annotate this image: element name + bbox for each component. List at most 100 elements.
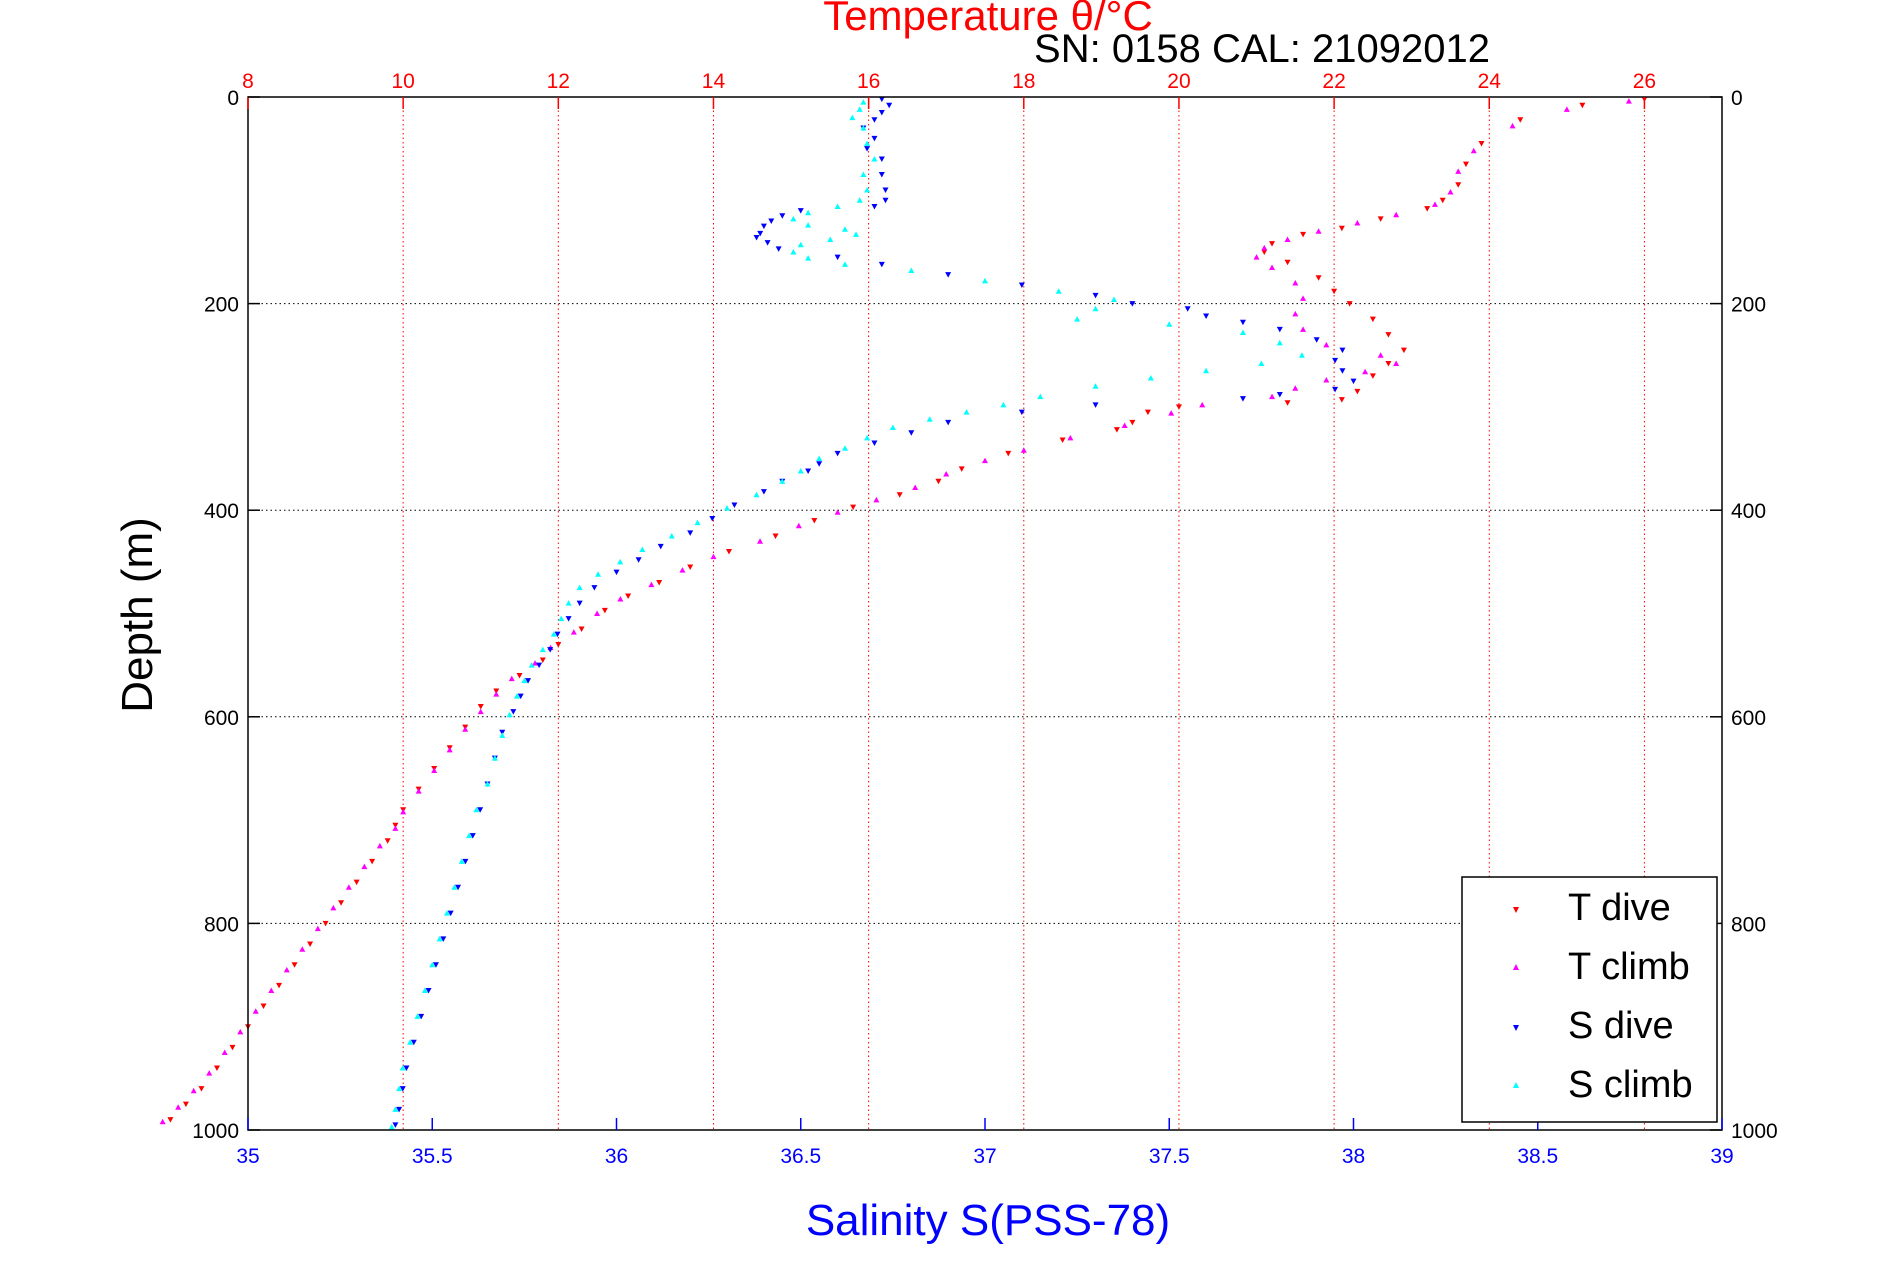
data-point-s-dive (1276, 392, 1283, 398)
data-point-s-dive (536, 662, 543, 669)
data-point-s-climb (797, 467, 804, 474)
data-point-s-climb (414, 1013, 421, 1019)
x-top-tick-label: 18 (1012, 70, 1035, 93)
data-point-s-climb (797, 241, 804, 248)
data-point-s-dive (779, 213, 786, 219)
data-point-s-climb (388, 1123, 395, 1130)
data-point-s-dive (768, 218, 775, 224)
legend-marker-s-climb (1513, 1082, 1519, 1088)
data-point-t-climb (834, 509, 841, 515)
series-t-dive (167, 96, 1648, 1123)
data-point-s-dive (760, 489, 767, 495)
legend-marker-s-dive (1513, 1025, 1519, 1031)
data-point-s-climb (871, 155, 878, 162)
data-point-s-dive (1184, 306, 1191, 312)
data-point-t-dive (539, 657, 546, 663)
data-point-s-dive (757, 230, 764, 237)
data-point-s-climb (466, 832, 473, 839)
data-point-s-climb (506, 711, 513, 718)
data-point-s-climb (1055, 288, 1062, 294)
data-point-t-dive (353, 879, 360, 886)
data-point-t-dive (1129, 419, 1136, 426)
data-point-t-climb (1377, 352, 1384, 358)
data-point-s-climb (1037, 393, 1044, 400)
data-point-s-dive (1339, 368, 1346, 374)
data-point-s-climb (805, 222, 812, 228)
data-point-t-climb (493, 691, 500, 697)
data-point-t-dive (656, 580, 663, 586)
legend-item-s-dive: S dive (1513, 1005, 1674, 1047)
data-point-t-climb (1315, 228, 1322, 234)
data-point-t-climb (252, 1008, 259, 1014)
data-point-t-dive (322, 920, 329, 927)
data-point-t-climb (330, 904, 337, 911)
data-point-s-climb (550, 631, 557, 637)
data-point-t-dive (1385, 332, 1392, 338)
data-point-s-dive (871, 440, 878, 447)
data-point-t-dive (276, 982, 283, 989)
data-point-s-climb (827, 236, 834, 243)
data-point-s-dive (709, 515, 716, 522)
data-point-t-climb (1269, 393, 1276, 400)
data-point-t-climb (873, 496, 880, 503)
data-point-s-dive (613, 569, 620, 576)
data-point-t-climb (982, 457, 988, 464)
data-point-t-climb (1509, 122, 1516, 129)
data-point-t-climb (237, 1028, 244, 1035)
data-point-t-climb (1253, 254, 1260, 260)
data-point-t-climb (757, 538, 764, 544)
data-point-s-climb (1074, 316, 1081, 322)
data-point-s-climb (429, 961, 436, 968)
x-bottom-tick-label: 38 (1342, 1145, 1365, 1168)
data-point-s-climb (860, 171, 867, 177)
x-top-tick-label: 14 (702, 70, 726, 93)
data-point-s-climb (1298, 352, 1305, 358)
data-point-s-climb (617, 558, 624, 565)
data-point-s-dive (878, 96, 885, 103)
data-point-s-dive (462, 858, 469, 865)
data-point-s-dive (775, 246, 782, 252)
data-point-s-climb (982, 277, 988, 284)
data-point-s-dive (871, 203, 878, 210)
data-point-t-dive (1315, 275, 1322, 281)
data-point-t-dive (1369, 373, 1376, 379)
data-point-t-dive (1175, 404, 1182, 410)
data-point-t-climb (1323, 341, 1330, 348)
data-point-s-climb (856, 106, 863, 112)
data-point-t-dive (1478, 140, 1485, 147)
data-point-s-dive (882, 197, 889, 204)
data-point-t-dive (167, 1117, 174, 1123)
data-point-s-climb (1000, 401, 1007, 408)
data-point-s-dive (834, 450, 841, 457)
data-points (159, 96, 1648, 1130)
data-point-s-climb (451, 884, 458, 890)
y-right-tick-label: 200 (1731, 294, 1766, 317)
data-point-s-dive (432, 962, 439, 968)
data-point-t-climb (446, 746, 453, 753)
y-right-tick-label: 0 (1731, 87, 1743, 110)
legend-label-s-climb: S climb (1568, 1064, 1693, 1106)
y-left-tick-label: 400 (204, 500, 239, 523)
data-point-t-climb (345, 884, 352, 890)
data-point-t-climb (1067, 434, 1074, 441)
data-point-t-dive (555, 641, 562, 648)
data-point-t-dive (578, 626, 585, 632)
data-point-t-dive (477, 703, 484, 710)
data-point-t-climb (1168, 410, 1175, 416)
data-point-s-climb (1092, 383, 1099, 389)
y-right-tick-label: 800 (1731, 913, 1766, 936)
data-point-t-dive (811, 518, 818, 524)
data-point-s-dive (687, 530, 694, 536)
data-point-t-climb (376, 842, 383, 849)
data-point-t-dive (1517, 117, 1524, 123)
data-point-s-climb (860, 124, 867, 131)
data-point-t-climb (1431, 201, 1438, 207)
data-point-t-dive (1369, 316, 1376, 323)
data-point-t-climb (361, 863, 368, 870)
data-point-s-dive (731, 502, 738, 509)
series-s-dive (392, 96, 1357, 1128)
data-point-t-climb (594, 610, 601, 616)
data-point-t-climb (1020, 447, 1027, 453)
data-point-s-climb (458, 858, 465, 864)
